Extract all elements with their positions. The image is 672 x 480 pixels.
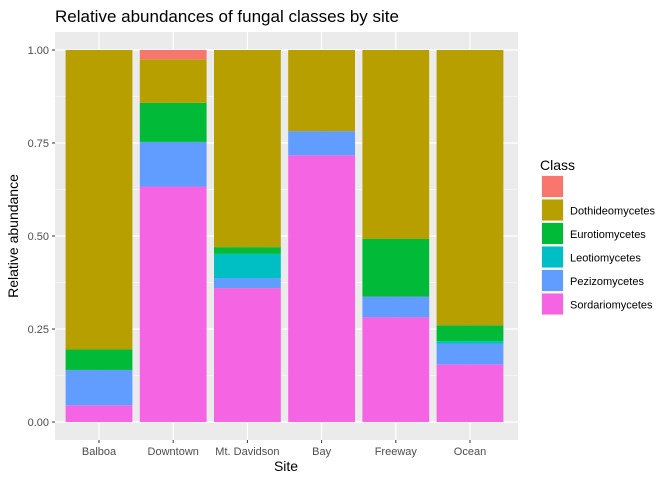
bar-segment — [362, 317, 430, 422]
x-tick-label: Freeway — [375, 446, 418, 458]
bar-segment — [436, 341, 504, 344]
bar-segment — [288, 155, 355, 422]
legend-label: Sordariomycetes — [570, 300, 653, 312]
x-axis: Balboa Downtown Mt. Davidson Bay Freeway Ocea… — [82, 440, 486, 458]
legend-label: Dothideomycetes — [570, 206, 655, 218]
bar-segment — [65, 349, 133, 370]
y-tick-label: 0.25 — [28, 324, 49, 336]
legend-key — [542, 293, 563, 315]
bar-segment — [288, 131, 355, 156]
bar-segment — [214, 50, 281, 248]
bar-segment — [436, 343, 504, 365]
x-tick-label: Downtown — [148, 446, 199, 458]
legend-label: Leotiomycetes — [570, 253, 641, 265]
legend-title: Class — [540, 157, 575, 173]
x-axis-title: Site — [274, 458, 298, 474]
bar-segment — [288, 50, 355, 132]
bar-segment — [139, 102, 207, 142]
bar-segment — [362, 50, 430, 239]
legend-key — [542, 270, 563, 291]
bar-segment — [436, 50, 504, 326]
x-tick-label: Ocean — [454, 446, 486, 458]
legend-key — [542, 176, 563, 197]
y-tick-label: 0.75 — [28, 138, 49, 150]
bar-segment — [65, 369, 133, 406]
x-tick-label: Bay — [312, 446, 331, 458]
x-tick-label: Mt. Davidson — [215, 446, 279, 458]
bar-segment — [214, 253, 281, 279]
y-tick-label: 1.00 — [28, 45, 49, 57]
chart-title: Relative abundances of fungal classes by… — [55, 7, 399, 26]
y-tick-label: 0.50 — [28, 231, 49, 243]
bar-segment — [362, 238, 430, 297]
bar-segment — [214, 288, 281, 422]
legend-label: Pezizomycetes — [570, 276, 644, 288]
bars — [65, 50, 504, 422]
x-tick-label: Balboa — [82, 446, 117, 458]
bar-segment — [214, 278, 281, 289]
legend-key — [542, 246, 563, 268]
legend: Class Dothideomycetes Eurotiomycetes Leoti… — [540, 157, 655, 316]
bar-segment — [436, 364, 504, 422]
bar-segment — [362, 296, 430, 318]
legend-label: Eurotiomycetes — [570, 229, 646, 241]
y-axis-title: Relative abundance — [5, 174, 21, 298]
bar-segment — [214, 247, 281, 254]
bar-segment — [139, 59, 207, 103]
y-axis: 0.00 0.25 0.50 0.75 1.00 — [28, 45, 55, 429]
legend-key — [542, 199, 563, 221]
bar-segment — [65, 50, 133, 350]
legend-key — [542, 223, 563, 244]
bar-segment — [139, 186, 207, 422]
bar-segment — [139, 50, 207, 60]
y-tick-label: 0.00 — [28, 417, 49, 429]
bar-segment — [436, 325, 504, 342]
bar-segment — [65, 405, 133, 422]
bar-segment — [139, 141, 207, 187]
